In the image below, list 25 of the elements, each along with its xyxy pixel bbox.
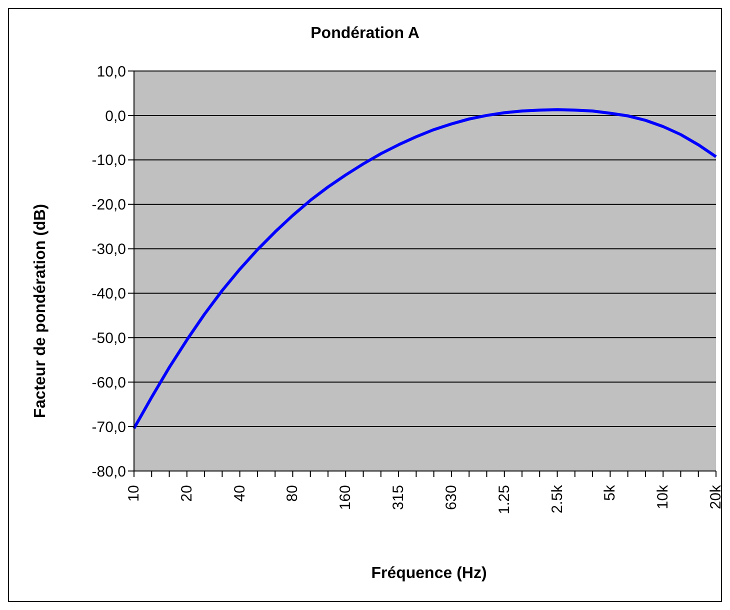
x-tick-label: 160 xyxy=(337,485,354,510)
x-tick-label: 315 xyxy=(390,485,408,510)
y-tick-label: -10,0 xyxy=(92,152,126,170)
y-tick-label: -60,0 xyxy=(92,374,126,392)
y-tick-label: -40,0 xyxy=(92,286,126,303)
x-tick-label: 40 xyxy=(231,485,248,502)
x-tick-label: 5k xyxy=(602,484,619,501)
y-tick-label: 0,0 xyxy=(105,108,126,125)
x-tick-label: 20k xyxy=(708,484,724,510)
x-tick-label: 2.5k xyxy=(548,484,566,514)
x-tick-label: 80 xyxy=(284,485,302,502)
x-tick-label: 10 xyxy=(126,485,142,502)
x-tick-label: 10k xyxy=(654,484,672,510)
y-tick-label: 10,0 xyxy=(96,63,126,80)
y-axis-title: Facteur de pondération (dB) xyxy=(32,204,50,418)
y-tick-label: -20,0 xyxy=(92,196,126,214)
x-tick-label: 630 xyxy=(442,485,460,510)
x-tick-label: 1.25 xyxy=(496,485,513,514)
x-tick-label: 20 xyxy=(178,485,196,502)
y-tick-label: -30,0 xyxy=(92,241,126,258)
y-tick-label: -80,0 xyxy=(92,463,126,480)
y-tick-label: -50,0 xyxy=(92,330,126,347)
x-axis-title: Fréquence (Hz) xyxy=(370,565,488,583)
chart-title: Pondération A xyxy=(310,25,420,43)
y-tick-label: -70,0 xyxy=(92,418,126,436)
